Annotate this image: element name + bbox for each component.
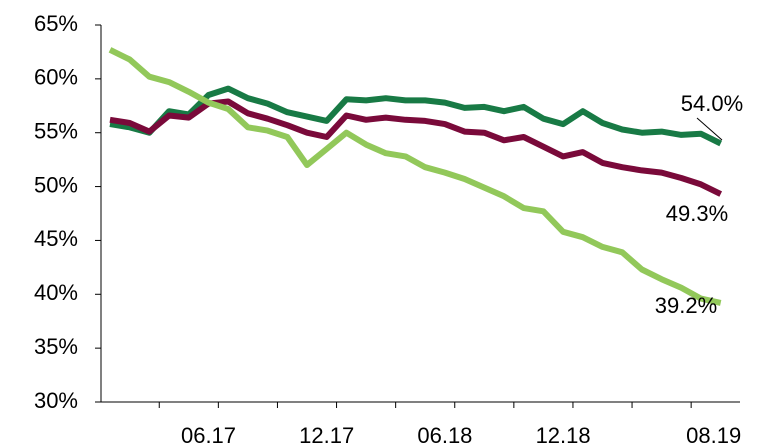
series-line <box>109 85 723 147</box>
y-tick-label: 60% <box>34 65 78 90</box>
x-tick-label: 06.18 <box>417 423 472 448</box>
y-tick-label: 40% <box>34 280 78 305</box>
x-tick-label: 08.19 <box>686 423 741 448</box>
y-tick-label: 35% <box>34 334 78 359</box>
x-tick-label: 12.18 <box>536 423 591 448</box>
series-line <box>108 47 722 306</box>
x-tick-label: 06.17 <box>181 423 236 448</box>
series-line <box>109 98 723 197</box>
y-tick-label: 65% <box>34 11 78 36</box>
value-label: 39.2% <box>655 293 717 318</box>
y-tick-label: 55% <box>34 119 78 144</box>
label-leader <box>696 117 723 141</box>
y-tick-label: 30% <box>34 388 78 413</box>
x-tick-label: 12.17 <box>299 423 354 448</box>
y-tick-label: 50% <box>34 172 78 197</box>
value-label: 49.3% <box>666 201 728 226</box>
value-label: 54.0% <box>681 91 743 116</box>
y-tick-label: 45% <box>34 226 78 251</box>
